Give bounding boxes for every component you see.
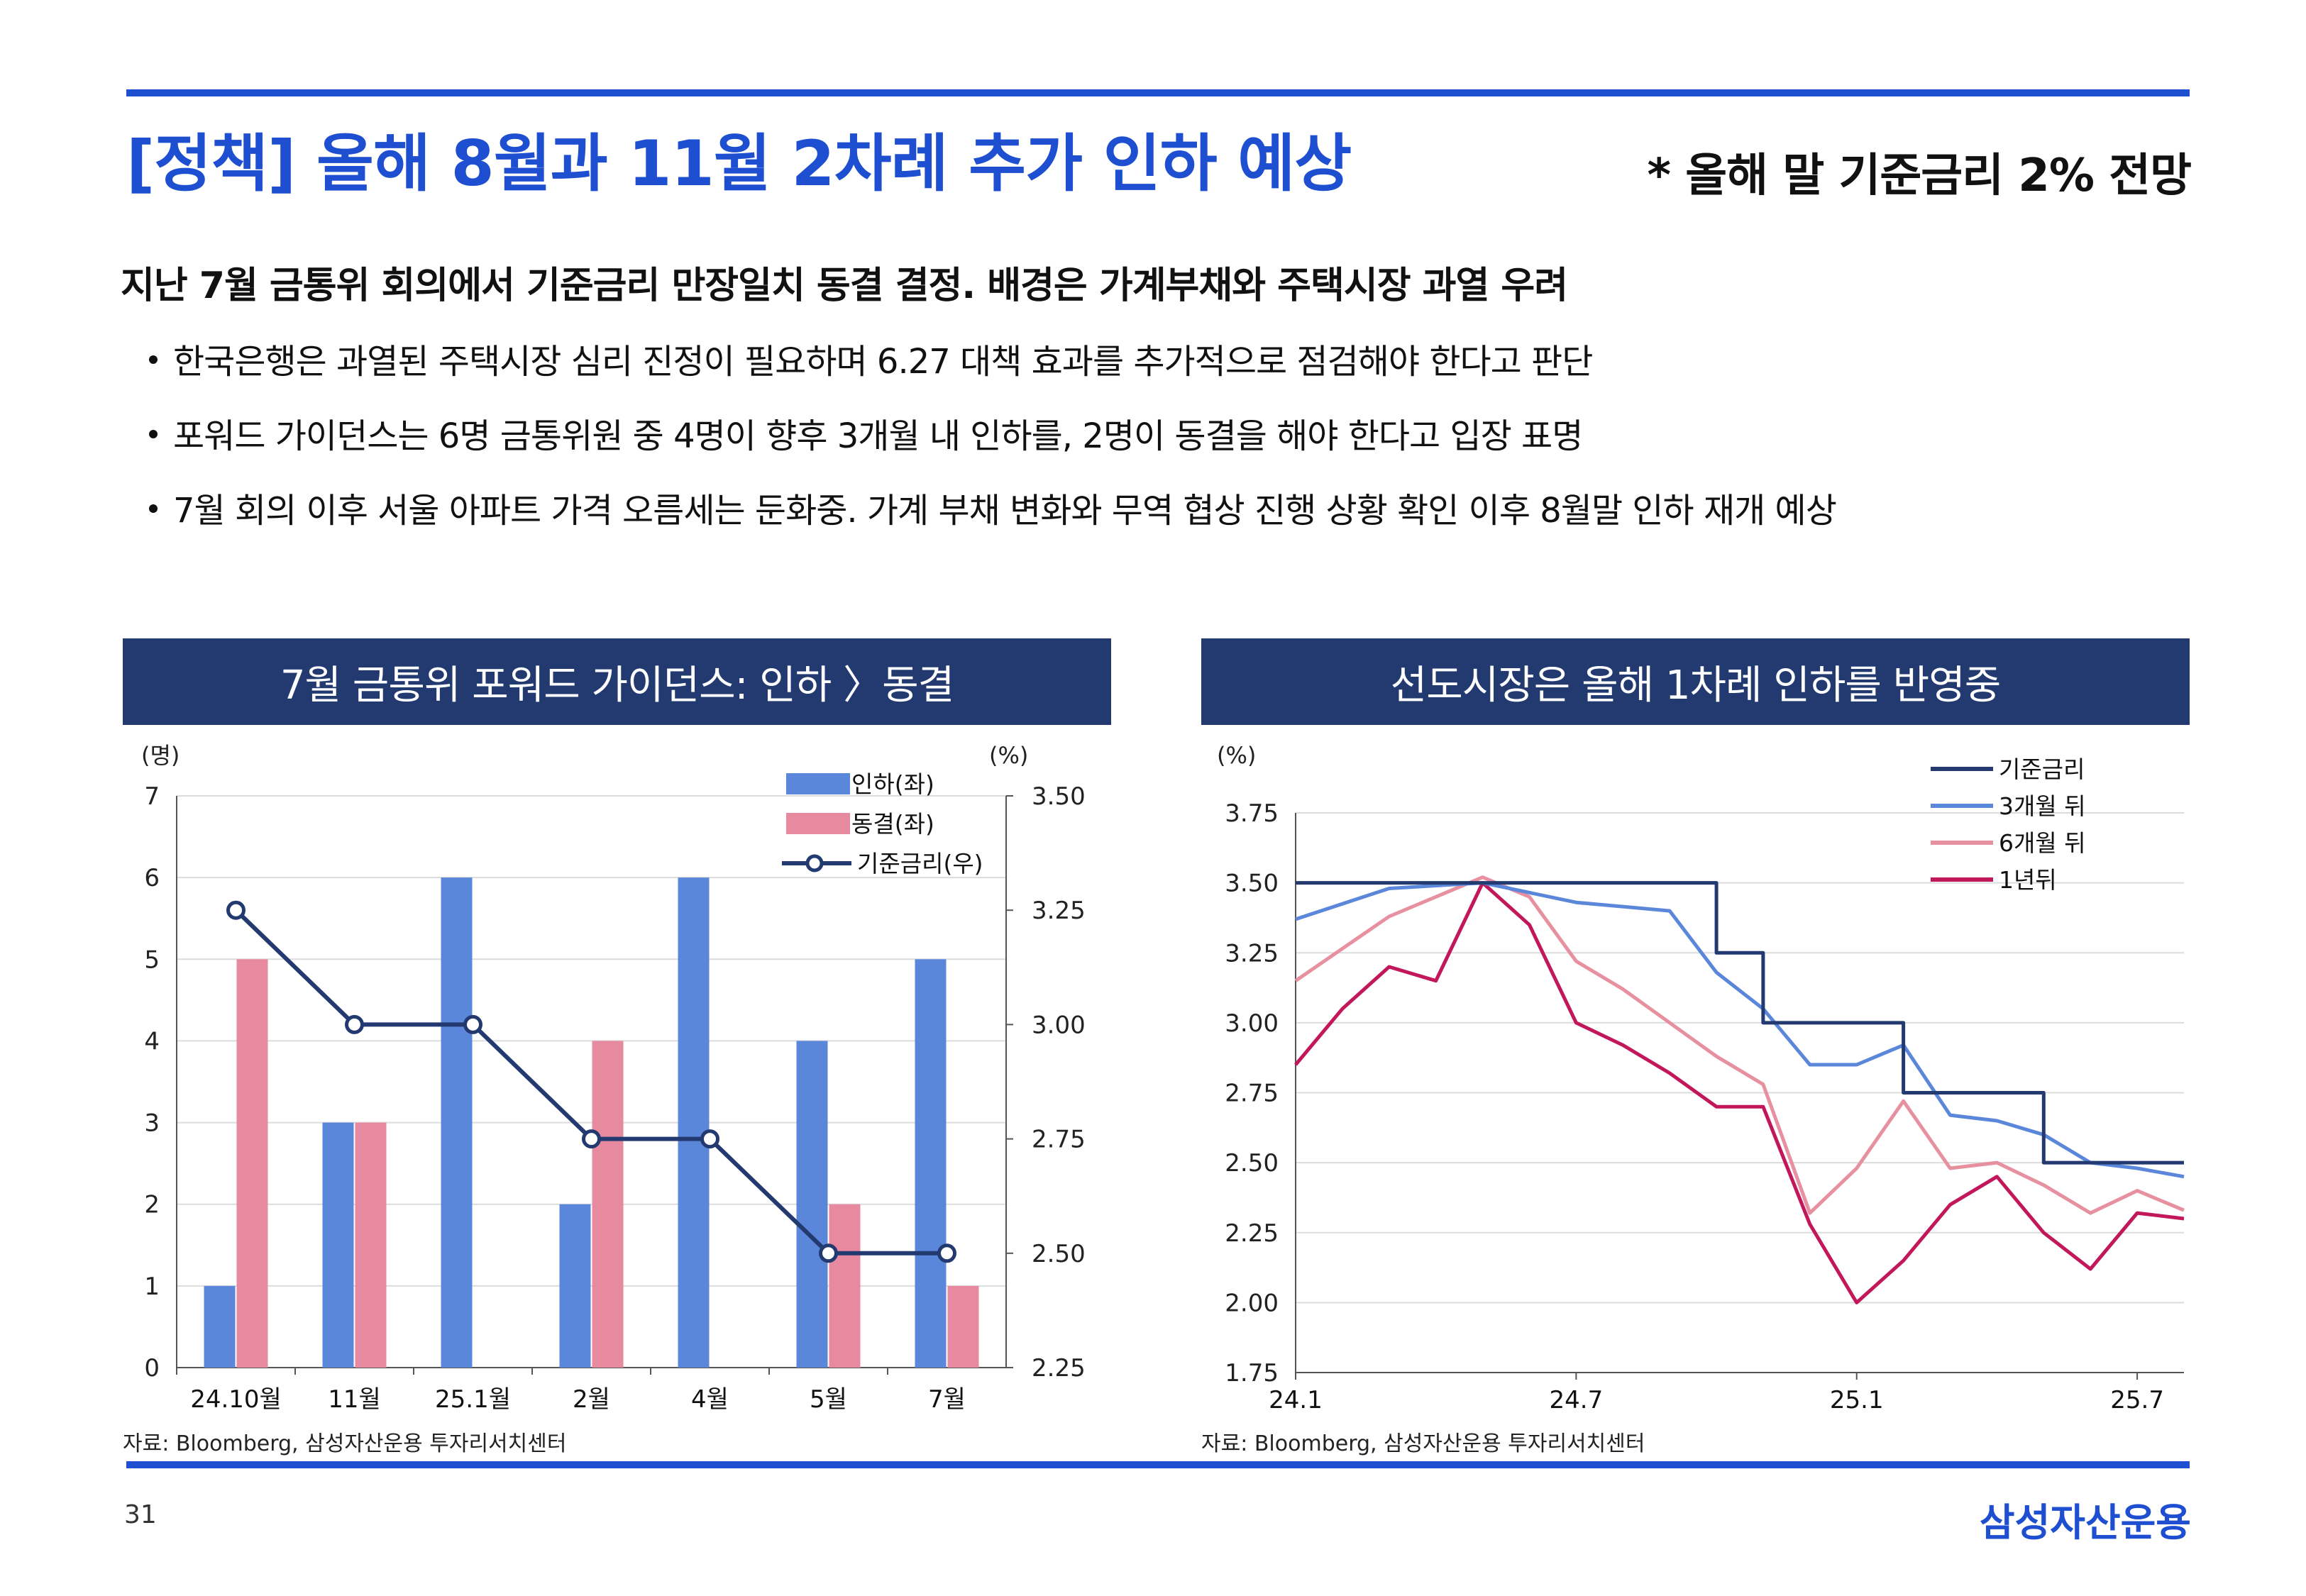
- bottom-rule: [126, 1461, 2190, 1468]
- y-tick-label: 3.75: [1225, 799, 1279, 828]
- y-right-unit: (%): [989, 742, 1028, 769]
- y-right-tick-label: 2.75: [1032, 1126, 1086, 1154]
- x-tick-label: 25.1: [1830, 1386, 1884, 1414]
- right-chart-source: 자료: Bloomberg, 삼성자산운용 투자리서치센터: [1201, 1431, 1645, 1456]
- bullet-text: 포워드 가이던스는 6명 금통위원 중 4명이 향후 3개월 내 인하를, 2명…: [173, 416, 1583, 456]
- bar-cut: [441, 877, 473, 1368]
- series-line: [1296, 881, 2184, 1165]
- y-unit: (%): [1217, 742, 1256, 769]
- forward-rate-chart: 1.75 2.00 2.25 2.50 2.75 3.00 3.25 3.50 3.75 (%) 2…: [1217, 742, 2185, 1414]
- y-left-unit: (명): [141, 742, 180, 769]
- bar-hold: [355, 1122, 387, 1368]
- y-left-tick-label: 0: [144, 1354, 160, 1382]
- x-tick-label: 25.1월: [435, 1385, 511, 1414]
- legend-swatch-cut: [786, 773, 850, 794]
- legend-label: 인하(좌): [851, 770, 934, 798]
- y-left-tick-label: 6: [144, 864, 160, 892]
- y-tick-label: 2.25: [1225, 1219, 1279, 1248]
- right-panel-title: 선도시장은 올해 1차례 인하를 반영중: [1201, 638, 2190, 725]
- forward-guidance-chart: 0 1 2 3 4 5 6 7 2.25 2.50 2.75 3.00 3.25 3.50 (명) (%) 24…: [141, 742, 1086, 1414]
- bullet-dot: [149, 430, 158, 438]
- policy-rate-point: [463, 1014, 482, 1034]
- bullet-item: 포워드 가이던스는 6명 금통위원 중 4명이 향후 3개월 내 인하를, 2명…: [149, 408, 1583, 458]
- bar-cut: [796, 1041, 828, 1368]
- bar-hold: [236, 959, 268, 1368]
- x-tick-label: 24.10월: [190, 1385, 282, 1414]
- y-left-tick-label: 5: [144, 946, 160, 974]
- y-right-tick-label: 3.00: [1032, 1011, 1086, 1039]
- y-tick-label: 1.75: [1225, 1359, 1279, 1387]
- y-left-tick-label: 3: [144, 1109, 160, 1138]
- bar-cut: [678, 877, 710, 1368]
- bullet-dot: [149, 504, 158, 513]
- y-tick-label: 2.00: [1225, 1289, 1279, 1317]
- legend-swatch-rate-marker: [805, 854, 824, 872]
- y-left-tick-label: 2: [144, 1191, 160, 1219]
- y-tick-label: 2.75: [1225, 1080, 1279, 1108]
- y-right-tick-label: 3.50: [1032, 782, 1086, 811]
- bar-cut: [915, 959, 947, 1368]
- x-tick-label: 2월: [573, 1385, 610, 1414]
- bar-cut: [559, 1204, 591, 1368]
- y-left-tick-label: 4: [144, 1027, 160, 1055]
- bullet-dot: [149, 355, 158, 364]
- headline: 지난 7월 금통위 회의에서 기준금리 만장일치 동결 결정. 배경은 가계부채…: [121, 265, 1568, 307]
- series-line: [1295, 881, 2185, 1179]
- policy-rate-point: [819, 1243, 838, 1263]
- x-tick-label: 11월: [328, 1385, 381, 1414]
- y-right-tick-label: 2.25: [1032, 1354, 1086, 1382]
- x-tick-label: 24.7: [1550, 1386, 1604, 1414]
- policy-rate-point: [345, 1014, 364, 1034]
- bar-hold: [592, 1041, 624, 1368]
- y-left-tick-label: 1: [144, 1273, 160, 1301]
- y-tick-label: 2.50: [1225, 1149, 1279, 1177]
- brand-logo: 삼성자산운용: [1979, 1500, 2191, 1545]
- bullet-item: 7월 회의 이후 서울 아파트 가격 오름세는 둔화중. 가계 부채 변화와 무…: [149, 482, 1837, 532]
- bullet-item: 한국은행은 과열된 주택시장 심리 진정이 필요하며 6.27 대책 효과를 추…: [149, 333, 1593, 383]
- left-chart-source: 자료: Bloomberg, 삼성자산운용 투자리서치센터: [123, 1431, 567, 1456]
- bar-cut: [322, 1122, 354, 1368]
- policy-rate-point: [700, 1129, 719, 1149]
- x-tick-label: 7월: [928, 1385, 966, 1414]
- y-tick-label: 3.25: [1225, 939, 1279, 968]
- y-tick-label: 3.00: [1225, 1009, 1279, 1038]
- y-right-tick-label: 2.50: [1032, 1240, 1086, 1268]
- title-note: * 올해 말 기준금리 2% 전망: [1647, 150, 2192, 202]
- bar-cut: [204, 1285, 236, 1368]
- legend-label: 동결(좌): [851, 810, 934, 838]
- policy-rate-point: [582, 1129, 601, 1149]
- page-title: [정책] 올해 8월과 11월 2차례 추가 인하 예상: [126, 127, 1352, 200]
- x-tick-label: 5월: [810, 1385, 847, 1414]
- legend-label: 기준금리(우): [857, 850, 983, 877]
- page-number: 31: [124, 1500, 157, 1529]
- left-panel-title: 7월 금통위 포워드 가이던스: 인하 〉동결: [123, 638, 1111, 725]
- y-right-tick-label: 3.25: [1032, 897, 1086, 925]
- y-left-tick-label: 7: [144, 782, 160, 811]
- top-rule: [126, 89, 2190, 96]
- bullet-text: 한국은행은 과열된 주택시장 심리 진정이 필요하며 6.27 대책 효과를 추…: [173, 342, 1593, 382]
- legend-label: 1년뒤: [1999, 866, 2057, 894]
- policy-rate-point: [226, 900, 246, 920]
- x-tick-label: 24.1: [1269, 1386, 1323, 1414]
- legend-swatch-hold: [786, 813, 850, 834]
- series-line: [1294, 881, 2185, 1304]
- series-line: [1294, 875, 2185, 1215]
- y-tick-label: 3.50: [1225, 870, 1279, 898]
- bar-hold: [947, 1285, 979, 1368]
- x-tick-label: 4월: [691, 1385, 729, 1414]
- x-tick-label: 25.7: [2110, 1386, 2164, 1414]
- legend-label: 기준금리: [1999, 755, 2085, 783]
- policy-rate-point: [937, 1243, 956, 1263]
- legend-label: 6개월 뒤: [1999, 829, 2086, 857]
- bullet-text: 7월 회의 이후 서울 아파트 가격 오름세는 둔화중. 가계 부채 변화와 무…: [173, 491, 1837, 531]
- bar-hold: [829, 1204, 861, 1368]
- legend-label: 3개월 뒤: [1999, 792, 2086, 820]
